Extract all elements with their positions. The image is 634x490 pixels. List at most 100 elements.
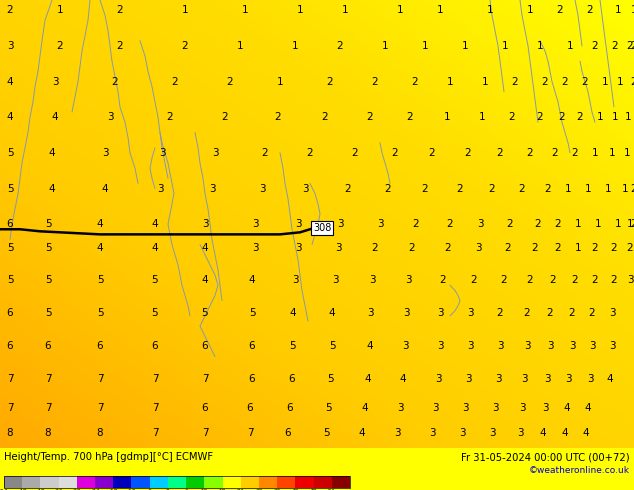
Text: 1: 1 xyxy=(342,5,348,15)
Text: 3: 3 xyxy=(101,148,108,158)
Text: 2: 2 xyxy=(631,184,634,194)
Text: 2: 2 xyxy=(547,308,553,318)
Bar xyxy=(95,476,113,488)
Bar xyxy=(223,476,241,488)
Text: 4: 4 xyxy=(540,428,547,438)
Text: 3: 3 xyxy=(477,219,483,229)
Text: 1: 1 xyxy=(597,112,604,122)
Text: 4: 4 xyxy=(7,112,13,122)
Text: 1: 1 xyxy=(595,219,601,229)
Text: 2: 2 xyxy=(56,41,63,51)
Text: 36: 36 xyxy=(273,489,281,490)
Text: 1: 1 xyxy=(292,41,299,51)
Text: 12: 12 xyxy=(200,489,208,490)
Text: 1: 1 xyxy=(397,5,403,15)
Text: 2: 2 xyxy=(496,308,503,318)
Text: 2: 2 xyxy=(519,184,526,194)
Text: 1: 1 xyxy=(631,5,634,15)
Text: 6: 6 xyxy=(287,403,294,413)
Text: 1: 1 xyxy=(276,76,283,87)
Text: 2: 2 xyxy=(557,5,564,15)
Text: 3: 3 xyxy=(7,41,13,51)
Text: 2: 2 xyxy=(444,243,451,253)
Text: 2: 2 xyxy=(562,76,568,87)
Bar xyxy=(4,476,22,488)
Text: 3: 3 xyxy=(467,308,474,318)
Text: 5: 5 xyxy=(328,342,335,351)
Text: 2: 2 xyxy=(507,219,514,229)
Text: 2: 2 xyxy=(537,112,543,122)
Bar xyxy=(295,476,314,488)
Text: 2: 2 xyxy=(489,184,495,194)
Text: 1: 1 xyxy=(617,76,623,87)
Text: 48: 48 xyxy=(310,489,318,490)
Text: 4: 4 xyxy=(328,308,335,318)
Text: 2: 2 xyxy=(366,112,373,122)
Text: 6: 6 xyxy=(184,489,188,490)
Text: 3: 3 xyxy=(589,342,595,351)
Text: 3: 3 xyxy=(157,184,164,194)
Text: 2: 2 xyxy=(631,219,634,229)
Text: 1: 1 xyxy=(612,112,618,122)
Text: 6: 6 xyxy=(249,342,256,351)
Text: 2: 2 xyxy=(527,148,533,158)
Text: 2: 2 xyxy=(592,275,598,285)
Text: 6: 6 xyxy=(285,428,291,438)
Text: 2: 2 xyxy=(411,76,418,87)
Text: 1: 1 xyxy=(624,112,631,122)
Text: -54: -54 xyxy=(0,489,9,490)
Text: 6: 6 xyxy=(152,342,158,351)
Text: 2: 2 xyxy=(385,184,391,194)
Text: 5: 5 xyxy=(97,275,103,285)
Text: -36: -36 xyxy=(54,489,63,490)
Text: 4: 4 xyxy=(101,184,108,194)
Text: 3: 3 xyxy=(292,275,299,285)
Text: 2: 2 xyxy=(550,275,556,285)
Text: 1: 1 xyxy=(615,5,621,15)
Text: 6: 6 xyxy=(247,403,254,413)
Text: 2: 2 xyxy=(555,243,561,253)
Text: 2: 2 xyxy=(569,308,575,318)
Text: 2: 2 xyxy=(552,148,559,158)
Text: 2: 2 xyxy=(559,112,566,122)
Text: 3: 3 xyxy=(403,308,410,318)
Text: 2: 2 xyxy=(7,5,13,15)
Text: 2: 2 xyxy=(527,275,533,285)
Text: 3: 3 xyxy=(495,374,501,384)
Text: 3: 3 xyxy=(295,243,301,253)
Text: 3: 3 xyxy=(521,374,527,384)
Text: 1: 1 xyxy=(501,41,508,51)
Text: 1: 1 xyxy=(567,41,573,51)
Text: 3: 3 xyxy=(404,275,411,285)
Text: 1: 1 xyxy=(565,184,571,194)
Text: 5: 5 xyxy=(327,374,333,384)
Text: 3: 3 xyxy=(209,184,216,194)
Text: 3: 3 xyxy=(252,219,258,229)
Text: 54: 54 xyxy=(328,489,335,490)
Text: 308: 308 xyxy=(313,223,331,233)
Text: 2: 2 xyxy=(422,184,429,194)
Text: -48: -48 xyxy=(17,489,27,490)
Text: 2: 2 xyxy=(337,41,344,51)
Text: 3: 3 xyxy=(429,428,436,438)
Text: 1: 1 xyxy=(487,5,493,15)
Text: 3: 3 xyxy=(489,428,495,438)
Text: 1: 1 xyxy=(574,219,581,229)
Text: 3: 3 xyxy=(332,275,339,285)
Text: 3: 3 xyxy=(369,275,375,285)
Text: 0: 0 xyxy=(166,489,170,490)
Text: 2: 2 xyxy=(592,41,598,51)
Text: 2: 2 xyxy=(262,148,268,158)
Text: 2: 2 xyxy=(496,148,503,158)
Text: 3: 3 xyxy=(52,76,58,87)
Text: 3: 3 xyxy=(158,148,165,158)
Text: 2: 2 xyxy=(222,112,228,122)
Text: 5: 5 xyxy=(7,184,13,194)
Text: 3: 3 xyxy=(295,219,301,229)
Text: 6: 6 xyxy=(7,219,13,229)
Bar xyxy=(58,476,77,488)
Text: 4: 4 xyxy=(152,243,158,253)
Text: 5: 5 xyxy=(202,308,209,318)
Text: 3: 3 xyxy=(402,342,408,351)
Text: 4: 4 xyxy=(49,184,55,194)
